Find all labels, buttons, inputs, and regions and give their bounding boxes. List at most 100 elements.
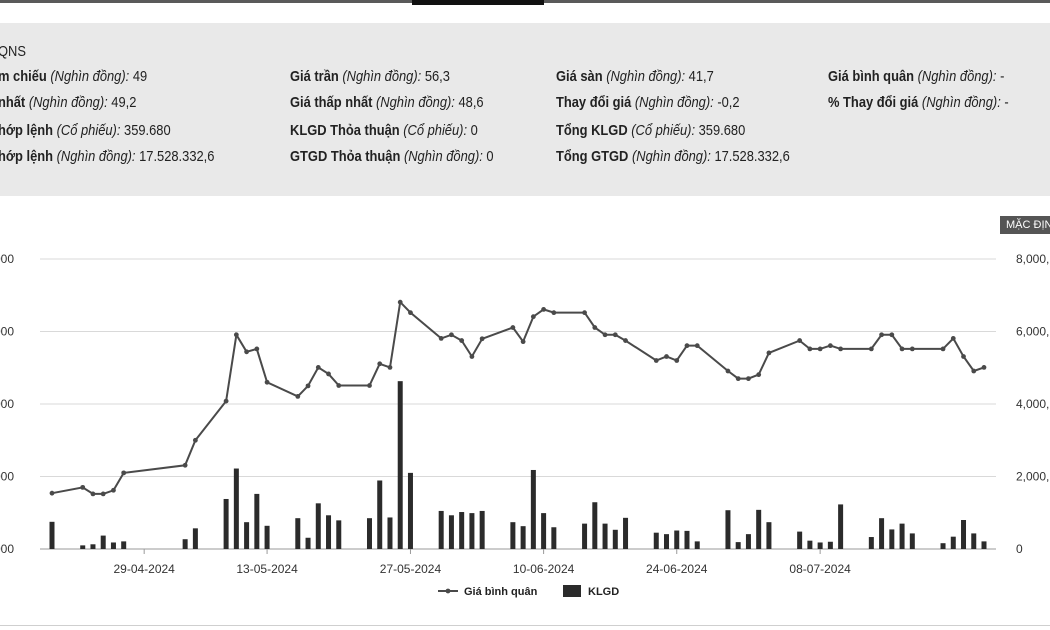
stat-value: 17.528.332,6 bbox=[135, 148, 215, 165]
avg-price-point bbox=[981, 364, 987, 370]
avg-price-point bbox=[909, 346, 915, 352]
volume-bar bbox=[961, 520, 967, 549]
stat-unit: (Nghìn đồng): bbox=[921, 94, 1001, 111]
stat-unit: (Nghìn đồng): bbox=[403, 148, 483, 165]
default-view-button[interactable]: MẶC ĐỊNH bbox=[1000, 216, 1050, 234]
avg-price-point bbox=[684, 343, 690, 349]
volume-bar bbox=[981, 541, 987, 549]
volume-bar bbox=[459, 512, 465, 549]
avg-price-point bbox=[735, 376, 741, 382]
right-axis-tick: 0 bbox=[1016, 542, 1023, 556]
avg-price-point bbox=[664, 354, 669, 359]
volume-bar bbox=[121, 541, 127, 549]
volume-bar bbox=[817, 542, 823, 549]
avg-price-point bbox=[111, 487, 116, 493]
avg-price-point bbox=[182, 462, 188, 468]
volume-bar bbox=[541, 513, 547, 549]
avg-price-point bbox=[315, 364, 321, 370]
avg-price-point bbox=[961, 354, 966, 359]
volume-bar bbox=[899, 523, 905, 549]
volume-bar bbox=[254, 493, 260, 549]
avg-price-point bbox=[305, 383, 311, 389]
volume-bar bbox=[602, 523, 608, 549]
stat-unit: (Nghìn đồng): bbox=[634, 94, 714, 111]
avg-price-point bbox=[582, 310, 587, 316]
stat-value: 359.680 bbox=[695, 122, 746, 139]
legend-label: KLGD bbox=[588, 586, 619, 598]
volume-bar bbox=[664, 534, 670, 549]
left-axis-tick: 000 bbox=[0, 325, 14, 339]
volume-bar bbox=[838, 504, 844, 549]
volume-bar bbox=[295, 518, 301, 549]
stat-label: Tổng KLGD bbox=[556, 122, 632, 139]
stat-label: Thay đổi giá bbox=[556, 94, 635, 111]
stat-value: - bbox=[996, 68, 1005, 85]
stat-cell: Tổng KLGD (Cổ phiếu): 359.680 bbox=[556, 122, 745, 139]
avg-price-point bbox=[827, 343, 833, 349]
stat-cell: Giá sàn (Nghìn đồng): 41,7 bbox=[556, 68, 714, 85]
volume-bar bbox=[520, 526, 526, 549]
volume-bar bbox=[879, 518, 885, 549]
stat-unit: (Cổ phiếu): bbox=[403, 122, 468, 139]
volume-bar bbox=[807, 540, 813, 549]
right-axis-tick: 8,000, bbox=[1016, 252, 1049, 266]
stat-value: 48,6 bbox=[454, 94, 484, 111]
right-axis-tick: 6,000, bbox=[1016, 325, 1049, 339]
stat-unit: (Cổ phiếu): bbox=[56, 122, 121, 139]
stat-value: 56,3 bbox=[421, 68, 450, 85]
volume-bar bbox=[725, 510, 731, 549]
stat-label: Tổng GTGD bbox=[556, 148, 632, 165]
avg-price-point bbox=[449, 332, 454, 338]
volume-bar bbox=[366, 518, 372, 549]
left-axis-tick: 000 bbox=[0, 542, 14, 556]
avg-price-point bbox=[551, 310, 557, 316]
volume-bar bbox=[233, 468, 239, 549]
volume-bar bbox=[684, 530, 690, 549]
volume-bar bbox=[305, 537, 311, 549]
avg-price-point bbox=[623, 338, 628, 343]
x-axis-tick: 10-06-2024 bbox=[513, 562, 575, 576]
avg-price-point bbox=[367, 383, 372, 388]
avg-price-point bbox=[121, 470, 127, 476]
avg-price-point bbox=[971, 368, 977, 374]
stat-label: nhất bbox=[0, 94, 29, 111]
volume-bar bbox=[909, 533, 915, 549]
bottom-rule bbox=[0, 625, 1050, 626]
volume-bar bbox=[182, 539, 188, 549]
stat-value: 49 bbox=[129, 68, 148, 85]
avg-price-line bbox=[51, 299, 985, 495]
stat-value: 0 bbox=[482, 148, 494, 165]
volume-bar bbox=[397, 381, 403, 549]
stat-cell: Giá trần (Nghìn đồng): 56,3 bbox=[290, 68, 450, 85]
avg-price-point bbox=[889, 332, 895, 338]
avg-price-point bbox=[592, 325, 598, 330]
avg-price-point bbox=[397, 299, 403, 305]
active-tab-indicator bbox=[412, 0, 544, 5]
volume-bar bbox=[735, 542, 741, 549]
avg-price-point bbox=[950, 335, 956, 341]
volume-bar bbox=[623, 517, 629, 549]
volume-bar bbox=[244, 522, 250, 549]
stat-cell: % Thay đổi giá (Nghìn đồng): - bbox=[828, 94, 1009, 111]
avg-price-point bbox=[459, 338, 465, 343]
avg-price-point bbox=[223, 398, 229, 404]
volume-bar bbox=[612, 529, 618, 549]
volume-bar bbox=[868, 537, 874, 549]
stat-cell: nhất (Nghìn đồng): 49,2 bbox=[0, 94, 136, 111]
avg-price-point bbox=[868, 346, 874, 352]
avg-price-point bbox=[612, 332, 618, 338]
x-axis-tick: 08-07-2024 bbox=[789, 562, 851, 576]
avg-price-point bbox=[326, 371, 331, 377]
avg-price-point bbox=[674, 358, 680, 363]
volume-bar bbox=[694, 541, 700, 549]
stat-value: - bbox=[1000, 94, 1009, 111]
stat-value: 49,2 bbox=[107, 94, 137, 111]
stat-cell: Thay đổi giá (Nghìn đồng): -0,2 bbox=[556, 94, 740, 111]
stat-label: GTGD Thỏa thuận bbox=[290, 148, 404, 165]
avg-price-point bbox=[756, 372, 762, 378]
volume-bar bbox=[766, 522, 772, 549]
stat-cell: hớp lệnh (Nghìn đồng): 17.528.332,6 bbox=[0, 148, 214, 165]
volume-bar bbox=[469, 513, 475, 549]
volume-bar bbox=[940, 543, 946, 549]
avg-price-point bbox=[879, 332, 884, 338]
